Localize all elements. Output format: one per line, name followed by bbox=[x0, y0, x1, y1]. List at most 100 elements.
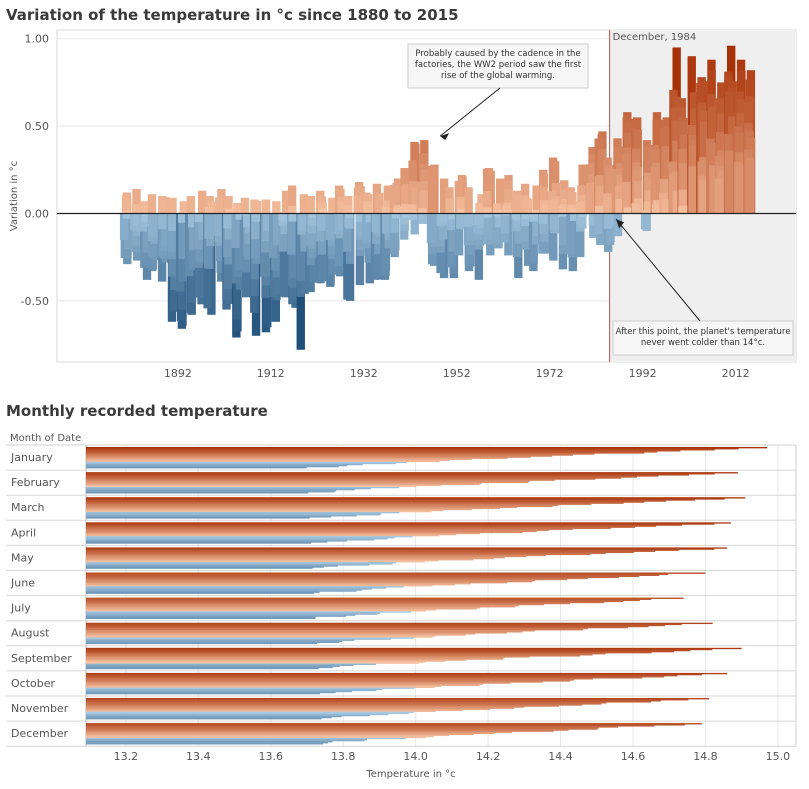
month-temp-bar bbox=[86, 508, 472, 511]
month-temp-bar bbox=[86, 524, 683, 526]
month-temp-bar bbox=[86, 733, 474, 736]
variation-bar bbox=[502, 204, 511, 214]
month-temp-bar bbox=[86, 583, 471, 585]
variation-bar bbox=[389, 184, 399, 214]
month-temp-bar bbox=[86, 487, 371, 490]
variation-bar bbox=[278, 213, 287, 221]
variation-bar bbox=[625, 208, 635, 214]
month-temp-bar bbox=[86, 648, 713, 651]
month-temp-bar bbox=[86, 631, 523, 633]
month-temp-bar bbox=[86, 729, 569, 731]
month-temp-bar bbox=[86, 553, 591, 556]
variation-bar bbox=[491, 213, 501, 244]
month-temp-bar bbox=[86, 525, 657, 527]
month-temp-bar bbox=[86, 527, 611, 529]
variation-bar bbox=[122, 213, 132, 219]
month-temp-bar bbox=[86, 500, 667, 502]
month-temp-bar bbox=[86, 635, 436, 637]
month-temp-bar bbox=[86, 600, 623, 603]
month-temp-bar bbox=[86, 533, 457, 536]
month-temp-bar bbox=[86, 561, 425, 563]
variation-bar bbox=[568, 208, 578, 214]
month-temp-bar bbox=[86, 547, 728, 549]
month-temp-bar bbox=[86, 599, 640, 602]
variation-bar bbox=[325, 213, 334, 241]
variation-bar bbox=[281, 190, 291, 214]
month-temp-bar bbox=[86, 452, 645, 454]
variation-bar bbox=[374, 192, 384, 214]
variation-bar bbox=[672, 190, 681, 214]
variation-bar bbox=[383, 185, 392, 214]
variation-bar bbox=[495, 209, 504, 214]
month-temp-bar bbox=[86, 454, 574, 456]
month-temp-bar bbox=[86, 672, 728, 675]
month-temp-bar bbox=[86, 715, 342, 718]
month-temp-bar bbox=[86, 738, 367, 741]
month-temp-bar bbox=[86, 554, 546, 557]
variation-bar bbox=[566, 213, 575, 255]
month-temp-bar bbox=[86, 684, 480, 686]
variation-bar bbox=[342, 213, 352, 252]
variation-bar bbox=[641, 210, 651, 214]
variation-bar bbox=[523, 198, 533, 214]
month-temp-bar bbox=[86, 735, 434, 738]
month-temp-bar bbox=[86, 550, 655, 552]
variation-bar bbox=[428, 213, 437, 244]
variation-bar bbox=[532, 209, 541, 214]
variation-bar bbox=[167, 213, 177, 252]
month-temp-bar bbox=[86, 475, 659, 477]
variation-bar bbox=[542, 204, 551, 214]
variation-bar bbox=[458, 209, 467, 214]
y-tick-label: 0.50 bbox=[25, 120, 50, 133]
month-temp-bar bbox=[86, 453, 595, 455]
month-temp-bar bbox=[86, 609, 437, 611]
variation-bar bbox=[161, 213, 170, 248]
month-temp-bar bbox=[86, 532, 481, 535]
month-temp-bar bbox=[86, 502, 624, 504]
variation-bar bbox=[418, 213, 427, 224]
month-temp-bar bbox=[86, 633, 476, 635]
month-temp-bar bbox=[86, 612, 381, 614]
month-temp-bar bbox=[86, 659, 467, 661]
month-temp-bar bbox=[86, 567, 313, 569]
month-temp-bar bbox=[86, 741, 333, 743]
variation-bar bbox=[121, 211, 130, 214]
month-temp-bar bbox=[86, 650, 675, 653]
month-temp-bar bbox=[86, 584, 455, 586]
month-temp-bar bbox=[86, 451, 658, 453]
variation-bar bbox=[250, 213, 260, 240]
month-temp-bar bbox=[86, 634, 466, 636]
variation-bar bbox=[579, 213, 588, 217]
variation-bar bbox=[570, 213, 579, 220]
variation-bar bbox=[678, 189, 687, 214]
month-temp-bar bbox=[86, 666, 333, 669]
variation-bar bbox=[298, 213, 307, 231]
variation-bar bbox=[343, 205, 352, 214]
month-temp-bar bbox=[86, 663, 376, 665]
month-temp-bar bbox=[86, 541, 328, 543]
month-temp-bar bbox=[86, 523, 715, 525]
month-temp-bar bbox=[86, 448, 739, 450]
variation-bar bbox=[204, 213, 213, 239]
month-label: April bbox=[11, 526, 36, 539]
month-temp-bar bbox=[86, 723, 702, 725]
month-temp-bar bbox=[86, 649, 691, 652]
variation-bar bbox=[454, 213, 464, 256]
month-temp-bar bbox=[86, 459, 450, 462]
month-temp-bar bbox=[86, 499, 696, 501]
variation-bar bbox=[528, 213, 538, 218]
month-temp-bar bbox=[86, 490, 337, 492]
variation-bar bbox=[448, 213, 457, 252]
x-tick-label: 14.6 bbox=[621, 750, 646, 763]
month-temp-bar bbox=[86, 551, 634, 553]
month-temp-bar bbox=[86, 682, 511, 684]
variation-bar bbox=[503, 210, 512, 214]
variation-bar bbox=[261, 199, 271, 214]
variation-bar bbox=[735, 164, 744, 214]
annotation-text-ww2: Probably caused by the cadence in the bbox=[415, 49, 580, 59]
month-label: March bbox=[11, 501, 45, 514]
month-temp-bar bbox=[86, 726, 619, 728]
month-temp-bar bbox=[86, 610, 426, 612]
month-temp-bar bbox=[86, 514, 381, 516]
variation-bar bbox=[231, 213, 240, 248]
